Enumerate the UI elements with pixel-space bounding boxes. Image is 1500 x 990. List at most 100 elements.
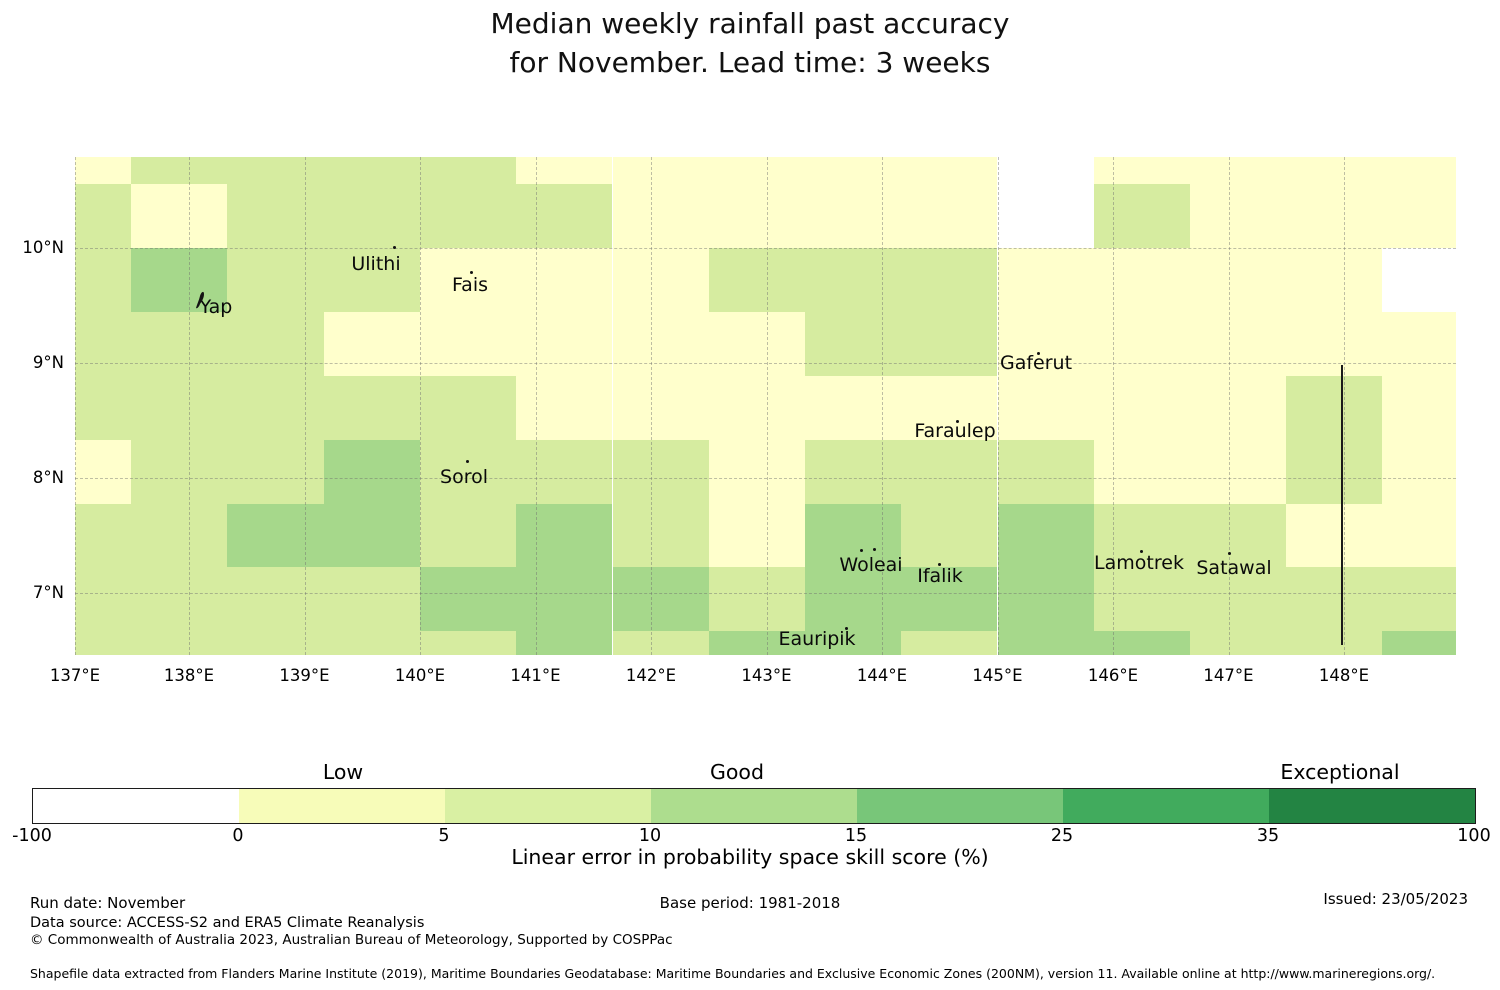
- grid-cell: [901, 567, 998, 632]
- grid-cell: [804, 503, 902, 568]
- grid-cell: [901, 311, 998, 376]
- colorbar-tick-label: 25: [1050, 826, 1074, 846]
- colorbar-tick-label: 100: [1457, 826, 1491, 846]
- colorbar-segment: [1269, 789, 1475, 823]
- colorbar-segment: [1063, 789, 1269, 823]
- island-marker-dot: [938, 563, 941, 566]
- grid-cell: [227, 503, 324, 568]
- graticule-meridian: [997, 157, 999, 655]
- grid-cell: [612, 375, 709, 440]
- grid-cell: [1286, 375, 1383, 440]
- grid-cell: [708, 248, 805, 312]
- grid-cell: [516, 631, 613, 655]
- grid-cell: [612, 503, 709, 568]
- grid-cell: [612, 184, 709, 248]
- grid-cell: [420, 439, 517, 504]
- grid-cell: [131, 503, 228, 568]
- grid-cell: [1286, 631, 1383, 655]
- island-marker-dot: [956, 420, 959, 423]
- grid-cell: [997, 248, 1094, 312]
- island-marker-dot: [466, 460, 469, 463]
- grid-cell: [1382, 439, 1456, 504]
- x-axis-tick-label: 139°E: [279, 666, 330, 685]
- island-marker-dot: [1228, 552, 1231, 555]
- shapefile-note-text: Shapefile data extracted from Flanders M…: [30, 966, 1436, 981]
- grid-cell: [1190, 375, 1287, 440]
- grid-cell: [420, 248, 517, 312]
- grid-cell: [1093, 439, 1190, 504]
- grid-cell: [75, 311, 132, 376]
- grid-cell: [75, 248, 132, 312]
- grid-cell: [1382, 375, 1456, 440]
- island-label: Sorol: [440, 466, 488, 488]
- grid-cell: [227, 184, 324, 248]
- grid-cell: [1093, 375, 1190, 440]
- colorbar-segment: [857, 789, 1063, 823]
- graticule-parallel: [75, 593, 1456, 594]
- grid-cell: [1382, 157, 1456, 185]
- x-axis-tick-label: 145°E: [972, 666, 1023, 685]
- grid-cell: [901, 157, 998, 185]
- grid-cell: [901, 184, 998, 248]
- island-label: Satawal: [1196, 557, 1272, 579]
- grid-cell: [75, 503, 132, 568]
- graticule-meridian: [75, 157, 76, 655]
- colorbar-tick-label: 0: [232, 826, 244, 846]
- grid-cell: [227, 439, 324, 504]
- grid-cell: [420, 184, 517, 248]
- grid-cell: [1190, 631, 1287, 655]
- colorbar-zone-label: Exceptional: [1280, 760, 1400, 784]
- grid-cell: [323, 439, 420, 504]
- grid-cell: [612, 567, 709, 632]
- grid-cell: [1190, 439, 1287, 504]
- grid-cell: [1190, 503, 1287, 568]
- grid-cell: [516, 375, 613, 440]
- grid-cell: [420, 311, 517, 376]
- grid-cell: [708, 184, 805, 248]
- grid-cell: [804, 375, 902, 440]
- graticule-meridian: [535, 157, 537, 655]
- grid-cell: [997, 439, 1094, 504]
- island-label: Lamotrek: [1094, 552, 1184, 574]
- grid-cell: [708, 567, 805, 632]
- grid-cell: [901, 375, 998, 440]
- colorbar-segment: [651, 789, 857, 823]
- grid-cell: [516, 439, 613, 504]
- grid-cell: [997, 503, 1094, 568]
- grid-cell: [901, 439, 998, 504]
- grid-cell: [1093, 184, 1190, 248]
- grid-cell: [516, 503, 613, 568]
- colorbar-tick-label: -100: [12, 826, 52, 846]
- grid-cell: [420, 375, 517, 440]
- issued-date-text: Issued: 23/05/2023: [1323, 890, 1468, 908]
- island-label: Ifalik: [917, 565, 963, 587]
- grid-cell: [420, 503, 517, 568]
- grid-cell: [420, 631, 517, 655]
- grid-cell: [1382, 311, 1456, 376]
- grid-cell: [516, 567, 613, 632]
- grid-cell: [1190, 157, 1287, 185]
- island-marker-dot: [860, 549, 863, 552]
- island-outline-yap: [194, 290, 210, 310]
- grid-cell: [997, 311, 1094, 376]
- x-axis-tick-label: 147°E: [1203, 666, 1254, 685]
- colorbar-segment: [33, 789, 239, 823]
- grid-cell: [612, 248, 709, 312]
- graticule-meridian: [304, 157, 306, 655]
- y-axis-tick-label: 10°N: [22, 238, 64, 257]
- run-date-text: Run date: November: [30, 894, 186, 912]
- grid-cell: [131, 631, 228, 655]
- y-axis-tick-label: 9°N: [32, 353, 64, 372]
- grid-cell: [708, 631, 805, 655]
- grid-cell: [1286, 184, 1383, 248]
- graticule-meridian: [1228, 157, 1230, 655]
- grid-cell: [901, 248, 998, 312]
- grid-cell: [612, 311, 709, 376]
- island-marker-dot: [845, 627, 848, 630]
- chart-title-line2: for November. Lead time: 3 weeks: [509, 46, 991, 79]
- grid-cell: [131, 184, 228, 248]
- graticule-meridian: [882, 157, 883, 655]
- grid-cell: [131, 311, 228, 376]
- graticule-meridian: [189, 157, 190, 655]
